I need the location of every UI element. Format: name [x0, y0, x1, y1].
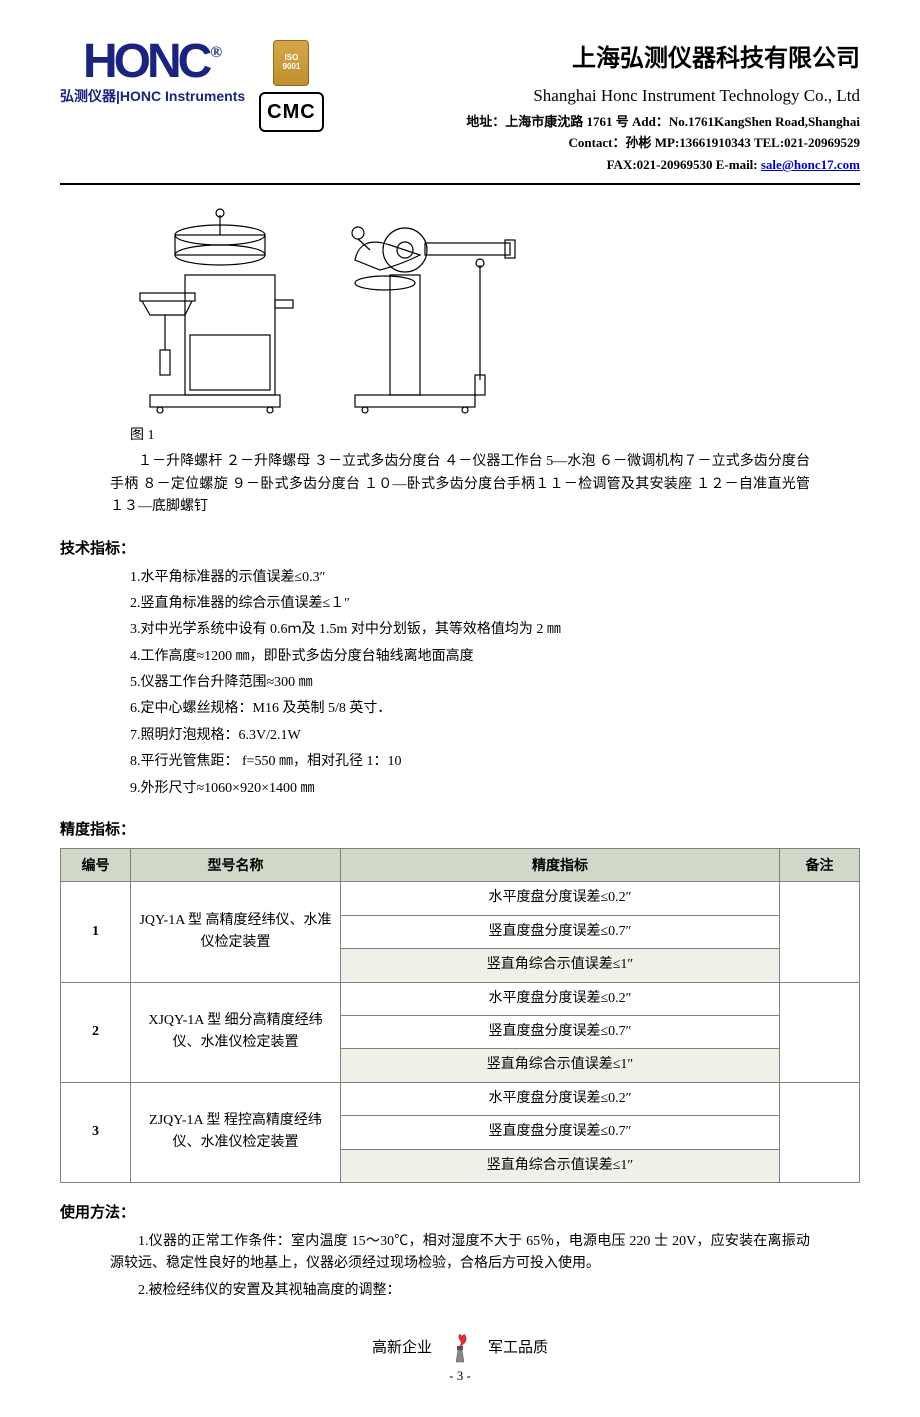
table-row: 1JQY-1A 型 高精度经纬仪、水准仪检定装置水平度盘分度误差≤0.2″: [61, 882, 860, 915]
cell-metric: 竖直角综合示值误差≤1″: [341, 949, 780, 982]
spec-item: 1.水平角标准器的示值误差≤0.3″: [130, 567, 860, 589]
logo-subtitle: 弘测仪器|HONC Instruments: [60, 85, 245, 109]
logo-sub-cn: 弘测仪器: [60, 90, 116, 105]
spec-item: 4.工作高度≈1200 ㎜，即卧式多齿分度台轴线离地面高度: [130, 646, 860, 668]
email-link[interactable]: sale@honc17.com: [761, 157, 860, 172]
registered-mark: ®: [210, 40, 222, 66]
cell-note: [780, 1082, 860, 1182]
logo-text: HONC: [83, 40, 208, 83]
cell-note: [780, 982, 860, 1082]
company-contact: Contact：孙彬 MP:13661910343 TEL:021-209695…: [332, 133, 860, 154]
usage-heading: 使用方法：: [60, 1201, 860, 1225]
usage-para: 2.被检经纬仪的安置及其视轴高度的调整：: [110, 1280, 810, 1302]
col-note: 备注: [780, 849, 860, 882]
specs-heading: 技术指标：: [60, 537, 860, 561]
company-name-en: Shanghai Honc Instrument Technology Co.,…: [332, 82, 860, 109]
page-footer: 高新企业 军工品质 - 3 -: [60, 1332, 860, 1387]
precision-table: 编号 型号名称 精度指标 备注 1JQY-1A 型 高精度经纬仪、水准仪检定装置…: [60, 848, 860, 1183]
page-number: - 3 -: [60, 1366, 860, 1387]
cell-metric: 竖直度盘分度误差≤0.7″: [341, 1016, 780, 1049]
table-row: 3ZJQY-1A 型 程控高精度经纬仪、水准仪检定装置水平度盘分度误差≤0.2″: [61, 1082, 860, 1115]
header-company-info: 上海弘测仪器科技有限公司 Shanghai Honc Instrument Te…: [332, 40, 860, 177]
logo-sub-en: HONC Instruments: [120, 88, 245, 104]
table-header-row: 编号 型号名称 精度指标 备注: [61, 849, 860, 882]
spec-item: 2.竖直角标准器的综合示值误差≤１″: [130, 593, 860, 615]
cell-metric: 竖直度盘分度误差≤0.7″: [341, 1116, 780, 1149]
cell-id: 2: [61, 982, 131, 1082]
cell-name: XJQY-1A 型 细分高精度经纬仪、水准仪检定装置: [131, 982, 341, 1082]
footer-left: 高新企业: [372, 1336, 432, 1360]
cell-metric: 水平度盘分度误差≤0.2″: [341, 882, 780, 915]
cell-metric: 竖直角综合示值误差≤1″: [341, 1049, 780, 1082]
cell-metric: 竖直角综合示值误差≤1″: [341, 1149, 780, 1182]
iso-line2: 9001: [283, 63, 301, 72]
spec-item: 6.定中心螺丝规格：M16 及英制 5/8 英寸．: [130, 698, 860, 720]
page-header: HONC ® 弘测仪器|HONC Instruments ISO 9001 CM…: [60, 40, 860, 185]
torch-icon: [446, 1332, 474, 1364]
logo-block: HONC ® 弘测仪器|HONC Instruments: [60, 40, 245, 110]
instrument-side-view-icon: [330, 205, 520, 415]
cell-metric: 竖直度盘分度误差≤0.7″: [341, 915, 780, 948]
spec-item: 7.照明灯泡规格：6.3V/2.1W: [130, 725, 860, 747]
footer-right: 军工品质: [488, 1336, 548, 1360]
figure-caption: 图 1: [130, 425, 860, 447]
company-fax-email: FAX:021-20969530 E-mail: sale@honc17.com: [332, 155, 860, 176]
fax-prefix: FAX:021-20969530 E-mail:: [607, 157, 761, 172]
table-row: 2XJQY-1A 型 细分高精度经纬仪、水准仪检定装置水平度盘分度误差≤0.2″: [61, 982, 860, 1015]
spec-item: 5.仪器工作台升降范围≈300 ㎜: [130, 672, 860, 694]
spec-item: 9.外形尺寸≈1060×920×1400 ㎜: [130, 778, 860, 800]
specs-list: 1.水平角标准器的示值误差≤0.3″ 2.竖直角标准器的综合示值误差≤１″ 3.…: [130, 567, 860, 801]
col-name: 型号名称: [131, 849, 341, 882]
company-address: 地址：上海市康沈路 1761 号 Add：No.1761KangShen Roa…: [332, 112, 860, 133]
precision-heading: 精度指标：: [60, 818, 860, 842]
cell-metric: 水平度盘分度误差≤0.2″: [341, 1082, 780, 1115]
cell-name: JQY-1A 型 高精度经纬仪、水准仪检定装置: [131, 882, 341, 982]
cell-id: 3: [61, 1082, 131, 1182]
cell-id: 1: [61, 882, 131, 982]
iso-badge-icon: ISO 9001: [273, 40, 309, 86]
usage-section: 1.仪器的正常工作条件：室内温度 15～30℃，相对湿度不大于 65％，电源电压…: [110, 1231, 810, 1302]
company-name-cn: 上海弘测仪器科技有限公司: [332, 40, 860, 78]
col-metric: 精度指标: [341, 849, 780, 882]
figure-row: [130, 205, 860, 415]
spec-item: 3.对中光学系统中设有 0.6ｍ及 1.5m 对中分划钣，其等效格值均为 2 ㎜: [130, 619, 860, 641]
cell-note: [780, 882, 860, 982]
cert-badges: ISO 9001 CMC: [259, 40, 324, 132]
figure-legend: １－升降螺杆 ２－升降螺母 ３－立式多齿分度台 ４－仪器工作台 5—水泡 ６－微…: [110, 451, 810, 518]
cmc-badge-icon: CMC: [259, 92, 324, 132]
cell-metric: 水平度盘分度误差≤0.2″: [341, 982, 780, 1015]
usage-para: 1.仪器的正常工作条件：室内温度 15～30℃，相对湿度不大于 65％，电源电压…: [110, 1231, 810, 1276]
instrument-front-view-icon: [130, 205, 300, 415]
spec-item: 8.平行光管焦距： f=550 ㎜，相对孔径 1：10: [130, 751, 860, 773]
cell-name: ZJQY-1A 型 程控高精度经纬仪、水准仪检定装置: [131, 1082, 341, 1182]
col-id: 编号: [61, 849, 131, 882]
